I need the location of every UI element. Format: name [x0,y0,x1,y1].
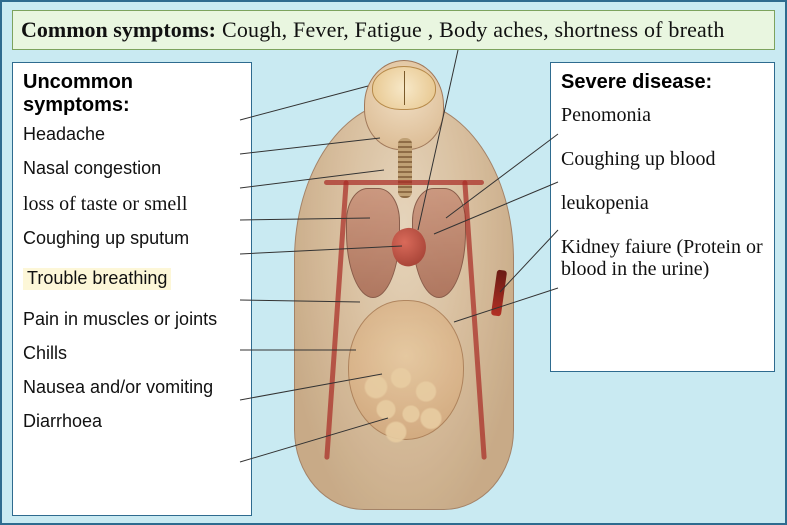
uncommon-item-highlight: Trouble breathing [23,268,171,290]
uncommon-item: Coughing up sputum [23,229,241,249]
uncommon-title: Uncommon symptoms: [23,71,241,117]
severe-item: Penomonia [561,104,764,126]
severe-item: Coughing up blood [561,148,764,170]
severe-item: Kidney faiure (Protein or blood in the u… [561,236,764,280]
diagram-frame: Common symptoms: Cough, Fever, Fatigue ,… [0,0,787,525]
severe-item: leukopenia [561,192,764,214]
uncommon-item: Headache [23,125,241,145]
uncommon-item: loss of taste or smell [23,193,241,215]
common-symptoms-label: Common symptoms: [21,17,216,43]
severe-disease-panel: Severe disease: Penomonia Coughing up bl… [550,62,775,372]
uncommon-symptoms-panel: Uncommon symptoms: Headache Nasal conges… [12,62,252,516]
artery-icon [324,180,484,185]
intestine-icon [356,360,456,450]
common-symptoms-list: Cough, Fever, Fatigue , Body aches, shor… [222,17,725,43]
severe-title: Severe disease: [561,71,764,94]
uncommon-item: Pain in muscles or joints [23,310,241,330]
uncommon-item: Diarrhoea [23,412,241,432]
uncommon-item: Chills [23,344,241,364]
uncommon-item: Nausea and/or vomiting [23,378,241,398]
common-symptoms-banner: Common symptoms: Cough, Fever, Fatigue ,… [12,10,775,50]
uncommon-item: Nasal congestion [23,159,241,179]
brain-icon [372,66,436,110]
